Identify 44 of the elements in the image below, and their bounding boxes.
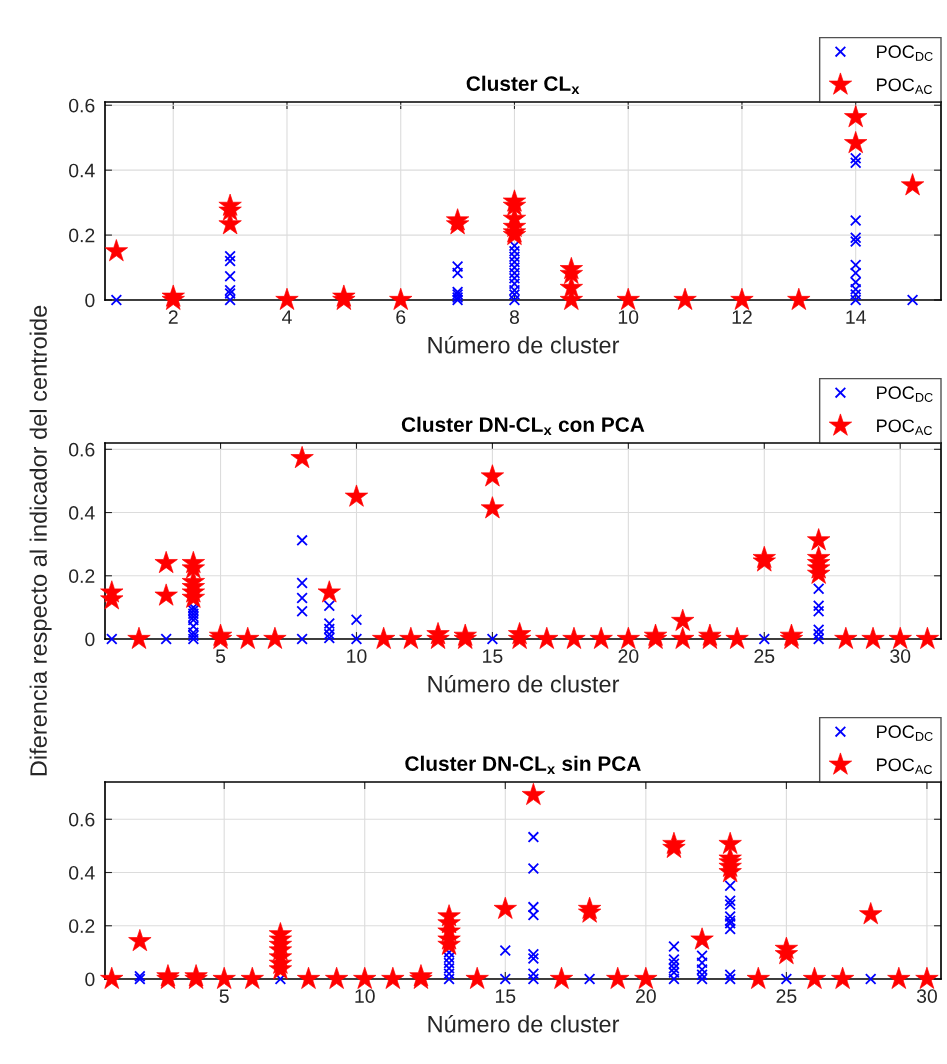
x-axis-title: Número de cluster bbox=[428, 335, 620, 354]
y-tick-label: 0.4 bbox=[69, 506, 95, 520]
x-axis-title: Número de cluster bbox=[428, 674, 620, 693]
y-tick-label: 0 bbox=[85, 632, 95, 647]
y-tick-label: 0 bbox=[85, 293, 95, 308]
x-tick-label: 10 bbox=[618, 310, 639, 324]
y-tick-label: 0.4 bbox=[69, 865, 95, 880]
legend-label: POC$_{DC}$ bbox=[877, 725, 933, 741]
x-tick-label: 15 bbox=[495, 989, 516, 1003]
y-tick-label: 0.6 bbox=[69, 98, 95, 113]
x-tick-label: 4 bbox=[282, 310, 292, 324]
y-tick-label: 0.2 bbox=[69, 228, 95, 243]
y-tick-label: 0.4 bbox=[69, 163, 95, 178]
x-tick-label: 6 bbox=[396, 310, 406, 324]
x-tick-label: 25 bbox=[754, 649, 775, 663]
y-tick-label: 0.2 bbox=[69, 919, 95, 933]
y-tick-label: 0 bbox=[85, 972, 95, 987]
legend-label: POC$_{AC}$ bbox=[877, 419, 933, 435]
x-tick-label: 15 bbox=[483, 649, 503, 663]
x-tick-label: 30 bbox=[916, 989, 937, 1003]
x-tick-label: 20 bbox=[636, 989, 656, 1003]
x-tick-label: 10 bbox=[347, 649, 367, 663]
chart-title: Cluster DN-CL$_{x}$ sin PCA bbox=[405, 755, 641, 775]
y-tick-label: 0.6 bbox=[69, 442, 95, 457]
chart-title: Cluster CL$_{x}$ bbox=[466, 75, 580, 95]
y-tick-label: 0.6 bbox=[69, 812, 95, 827]
y-tick-label: 0.2 bbox=[69, 569, 95, 584]
chart-title: Cluster DN-CL$_{x}$ con PCA bbox=[401, 416, 645, 436]
x-tick-label: 10 bbox=[355, 989, 375, 1003]
x-tick-label: 8 bbox=[509, 310, 520, 324]
x-tick-label: 14 bbox=[846, 310, 866, 324]
x-tick-label: 20 bbox=[618, 649, 639, 663]
x-tick-label: 2 bbox=[168, 310, 178, 324]
x-tick-label: 12 bbox=[732, 310, 752, 324]
y-axis-title: Diferencia respecto al indicador del centroide bbox=[29, 305, 52, 776]
legend-label: POC$_{DC}$ bbox=[877, 386, 933, 402]
x-tick-label: 5 bbox=[219, 989, 229, 1003]
x-tick-label: 30 bbox=[890, 649, 911, 663]
x-tick-label: 5 bbox=[215, 649, 226, 663]
x-tick-label: 25 bbox=[776, 989, 797, 1003]
legend-label: POC$_{AC}$ bbox=[877, 758, 933, 774]
legend-label: POC$_{AC}$ bbox=[877, 78, 933, 94]
legend-label: POC$_{DC}$ bbox=[877, 45, 933, 61]
x-axis-title: Número de cluster bbox=[428, 1014, 620, 1033]
